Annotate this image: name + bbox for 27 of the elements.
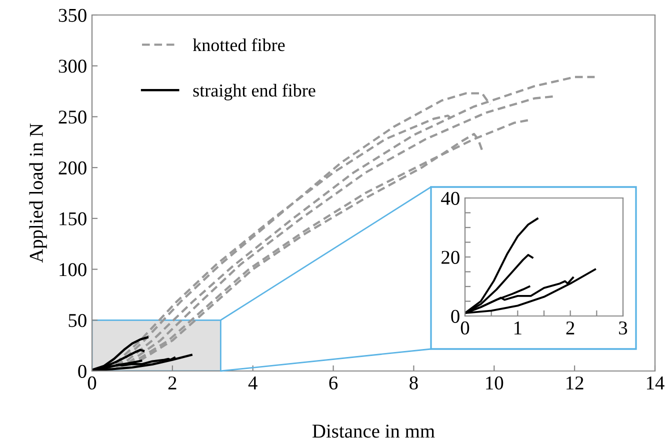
y-axis-title: Applied load in N (29, 124, 47, 263)
x-tick-label: 10 (486, 376, 504, 390)
y-tick-label: 0 (78, 364, 86, 378)
x-tick-label: 4 (248, 376, 258, 390)
y-tick-label: 350 (58, 8, 86, 22)
x-tick-label: 6 (329, 376, 338, 390)
x-tick-label: 2 (566, 321, 574, 334)
y-tick-label: 40 (441, 192, 460, 205)
y-tick-label: 100 (60, 263, 86, 276)
y-tick-label: 20 (442, 250, 460, 264)
legend-label: straight end fibre (193, 84, 316, 100)
x-tick-label: 2 (168, 376, 176, 390)
x-tick-label: 0 (88, 376, 96, 390)
x-tick-label: 3 (619, 321, 628, 335)
y-tick-label: 200 (58, 161, 86, 175)
y-tick-label: 150 (60, 212, 86, 226)
x-tick-label: 8 (410, 376, 418, 390)
y-tick-label: 50 (68, 314, 86, 328)
y-tick-label: 0 (451, 310, 460, 323)
x-axis-title: Distance in mm (312, 424, 435, 438)
x-tick-label: 1 (514, 322, 522, 334)
y-tick-label: 250 (58, 110, 86, 124)
x-tick-label: 0 (460, 321, 470, 335)
x-tick-label: 12 (566, 376, 584, 390)
legend-label: knotted fibre (192, 38, 285, 52)
x-tick-label: 14 (646, 376, 664, 390)
y-tick-label: 300 (58, 60, 86, 73)
